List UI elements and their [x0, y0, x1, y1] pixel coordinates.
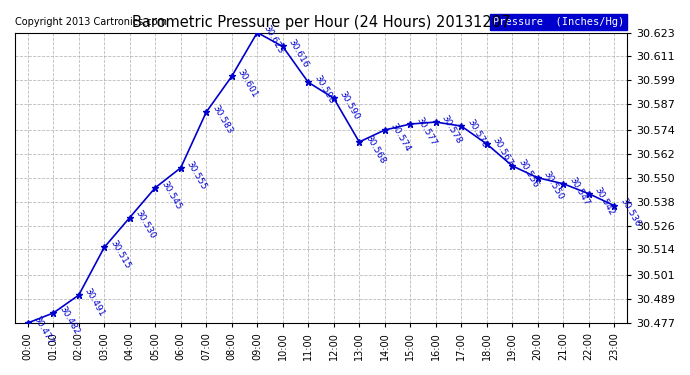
Text: 30.491: 30.491 [83, 286, 106, 318]
Text: 30.536: 30.536 [618, 197, 642, 229]
Text: 30.550: 30.550 [542, 169, 566, 201]
Text: 30.477: 30.477 [32, 314, 55, 346]
Text: Copyright 2013 Cartronics.com: Copyright 2013 Cartronics.com [15, 17, 167, 27]
Text: 30.555: 30.555 [185, 159, 208, 191]
Text: 30.577: 30.577 [415, 116, 438, 147]
Text: 30.578: 30.578 [440, 113, 464, 145]
Text: 30.598: 30.598 [313, 74, 336, 105]
Text: Pressure  (Inches/Hg): Pressure (Inches/Hg) [493, 17, 624, 27]
Text: 30.590: 30.590 [338, 90, 362, 122]
Text: 30.576: 30.576 [465, 117, 489, 149]
Text: 30.542: 30.542 [593, 185, 616, 217]
Text: 30.482: 30.482 [57, 304, 81, 336]
Text: 30.545: 30.545 [159, 179, 183, 211]
Text: 30.574: 30.574 [389, 122, 413, 153]
Text: 30.530: 30.530 [134, 209, 157, 241]
Text: 30.567: 30.567 [491, 135, 515, 167]
Text: 30.568: 30.568 [364, 133, 387, 165]
Text: 30.583: 30.583 [210, 104, 234, 135]
Text: 30.547: 30.547 [567, 175, 591, 207]
Text: 30.616: 30.616 [287, 38, 310, 70]
Text: 30.556: 30.556 [516, 157, 540, 189]
Text: 30.601: 30.601 [236, 68, 259, 99]
Title: Barometric Pressure per Hour (24 Hours) 20131207: Barometric Pressure per Hour (24 Hours) … [132, 15, 510, 30]
Text: 30.623: 30.623 [262, 24, 285, 56]
Text: 30.515: 30.515 [108, 239, 132, 271]
